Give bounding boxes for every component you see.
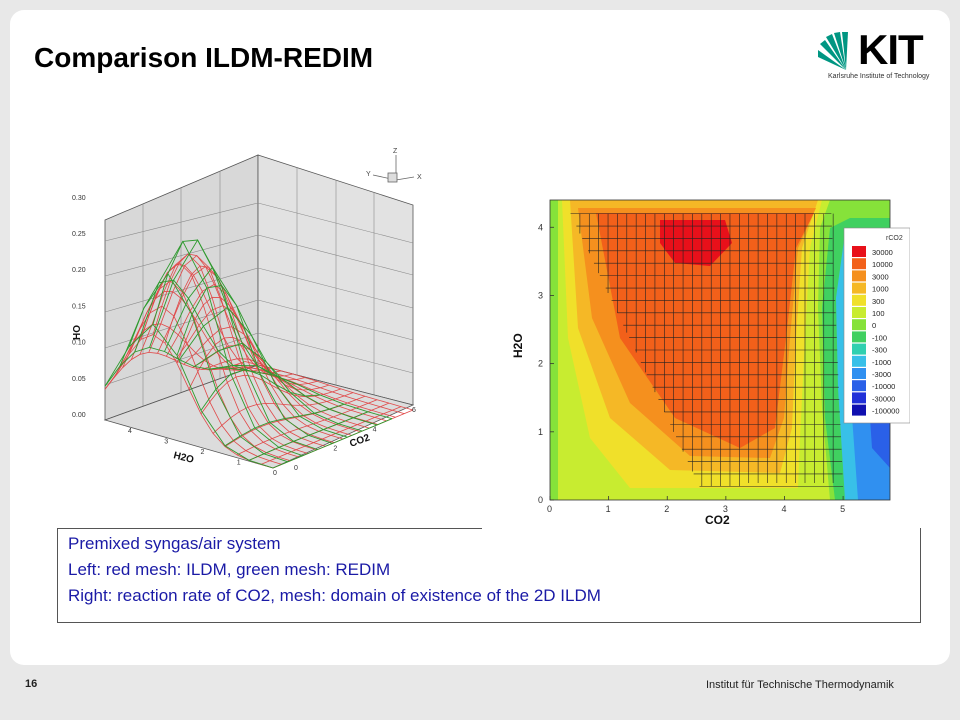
wall-grid	[104, 167, 414, 407]
left-3d-plot: 0.00 0.05 0.10 0.15 0.20 0.25 0.30 HO 4 3 2 1 0 H2…	[72, 148, 422, 477]
y-tick-label: 2	[538, 359, 543, 369]
legend-label: -1000	[872, 358, 891, 367]
mesh-line	[130, 262, 300, 458]
caption-line-3: Right: reaction rate of CO2, mesh: domai…	[68, 586, 601, 605]
legend-swatch	[852, 307, 866, 318]
z-tick-label: 0.05	[72, 376, 86, 383]
legend-swatch	[852, 368, 866, 379]
co2-tick-label: 4	[373, 426, 377, 433]
co2-tick-label: 0	[294, 465, 298, 472]
z-axis-label: HO	[72, 325, 83, 340]
z-tick-label: 0.25	[72, 231, 86, 238]
z-tick-label: 0.10	[72, 340, 86, 347]
legend-label: 3000	[872, 272, 889, 281]
mesh-line	[218, 368, 387, 422]
mesh-line	[149, 239, 318, 450]
mesh-line	[119, 272, 289, 463]
logo-subtitle: Karlsruhe Institute of Technology	[828, 73, 930, 80]
legend-swatch	[852, 343, 866, 355]
page-title: Comparison ILDM-REDIM	[34, 42, 374, 73]
kit-logo	[818, 32, 848, 70]
h2o-axis-label: H2O	[172, 450, 195, 466]
mesh-line	[134, 240, 303, 457]
legend-swatch	[852, 282, 866, 294]
institute-name: Institut für Technische Thermodynamik	[706, 679, 894, 691]
mesh-line	[174, 305, 344, 440]
legend-swatch	[852, 331, 866, 343]
legend-label: -100000	[872, 407, 900, 416]
h2o-tick-label: 4	[128, 428, 132, 435]
x-tick-label: 4	[781, 504, 786, 514]
triad-y: Y	[366, 171, 371, 178]
h2o-tick-label: 2	[201, 449, 205, 456]
legend-label: 10000	[872, 260, 893, 269]
y-tick-label: 1	[538, 427, 543, 437]
legend-label: 100	[872, 309, 885, 318]
legend-swatch	[852, 319, 866, 331]
mesh-line	[113, 305, 282, 465]
mesh-line	[139, 253, 309, 454]
ildm-domain-mesh	[570, 213, 844, 487]
z-tick-label: 0.15	[72, 303, 86, 310]
y-tick-label: 3	[538, 290, 543, 300]
back-wall-right	[257, 154, 414, 406]
legend-swatch	[852, 246, 866, 257]
triad-z: Z	[393, 148, 398, 155]
x-tick-label: 5	[840, 504, 845, 514]
mesh-line	[164, 266, 333, 444]
legend-label: 30000	[872, 248, 893, 257]
y-axis-label: H2O	[511, 333, 525, 358]
logo-text: KIT	[858, 26, 924, 73]
legend-swatch	[852, 355, 866, 367]
legend-swatch	[852, 380, 866, 392]
mesh-line	[148, 255, 317, 451]
legend-swatch	[852, 392, 866, 404]
legend-title: rCO2	[886, 235, 903, 242]
x-tick-label: 2	[664, 504, 669, 514]
legend-label: -100	[872, 333, 887, 342]
y-tick-label: 0	[538, 495, 543, 505]
mesh-line	[236, 364, 405, 414]
legend-swatch	[852, 294, 866, 306]
z-tick-label: 0.30	[72, 195, 86, 202]
h2o-tick-label: 0	[273, 470, 277, 477]
co2-tick-label: 6	[412, 407, 416, 414]
caption-line-1: Premixed syngas/air system	[68, 534, 281, 553]
legend-label: -300	[872, 346, 887, 355]
x-tick-label: 0	[547, 504, 552, 514]
legend-swatch	[852, 404, 866, 416]
legend-label: -10000	[872, 382, 895, 391]
h2o-tick-label: 3	[164, 439, 168, 446]
axes-triad	[372, 155, 415, 183]
caption-line-2: Left: red mesh: ILDM, green mesh: REDIM	[68, 560, 391, 579]
z-tick-label: 0.00	[72, 412, 86, 419]
x-tick-label: 3	[723, 504, 728, 514]
legend-label: 300	[872, 297, 885, 306]
x-tick-label: 1	[606, 504, 611, 514]
mesh-line	[104, 334, 274, 469]
mesh-line	[183, 326, 352, 436]
page-number: 16	[25, 678, 38, 690]
x-axis-label: CO2	[705, 513, 730, 527]
legend-label: -3000	[872, 370, 891, 379]
legend-swatch	[852, 258, 866, 270]
co2-tick-label: 2	[333, 446, 337, 453]
y-tick-label: 4	[538, 222, 543, 232]
triad-x: X	[417, 174, 422, 181]
legend-label: -30000	[872, 394, 895, 403]
mesh-line	[209, 365, 378, 426]
slide: Comparison ILDM-REDIM KIT Karlsruhe Inst…	[10, 10, 950, 665]
caption-box: Premixed syngas/air system Left: red mes…	[57, 528, 921, 623]
mesh-line	[223, 367, 393, 420]
z-tick-label: 0.20	[72, 267, 86, 274]
legend-label: 0	[872, 321, 876, 330]
legend-swatch	[852, 270, 866, 282]
h2o-tick-label: 1	[237, 460, 241, 467]
legend-label: 1000	[872, 285, 889, 294]
mesh-line	[104, 323, 274, 469]
mesh-line	[201, 358, 370, 429]
redim-mesh	[104, 239, 393, 469]
